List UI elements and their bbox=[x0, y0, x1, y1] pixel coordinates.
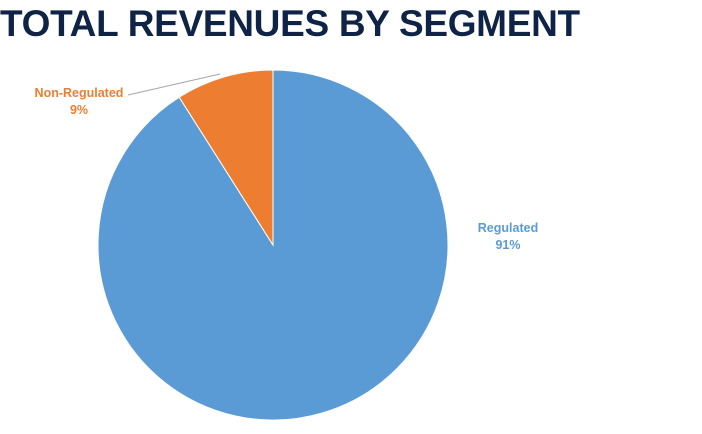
page-title: TOTAL REVENUES BY SEGMENT bbox=[0, 3, 580, 44]
label-non-regulated: Non-Regulated 9% bbox=[35, 86, 124, 117]
non-regulated-label-percent: 9% bbox=[70, 103, 88, 117]
label-regulated: Regulated 91% bbox=[478, 221, 538, 252]
pie-slice-non-regulated bbox=[178, 69, 274, 247]
non-regulated-leader-line bbox=[127, 73, 221, 96]
non-regulated-label-name: Non-Regulated bbox=[35, 86, 124, 100]
regulated-label-percent: 91% bbox=[495, 238, 520, 252]
regulated-label-name: Regulated bbox=[478, 221, 538, 235]
pie-slices bbox=[97, 69, 449, 421]
